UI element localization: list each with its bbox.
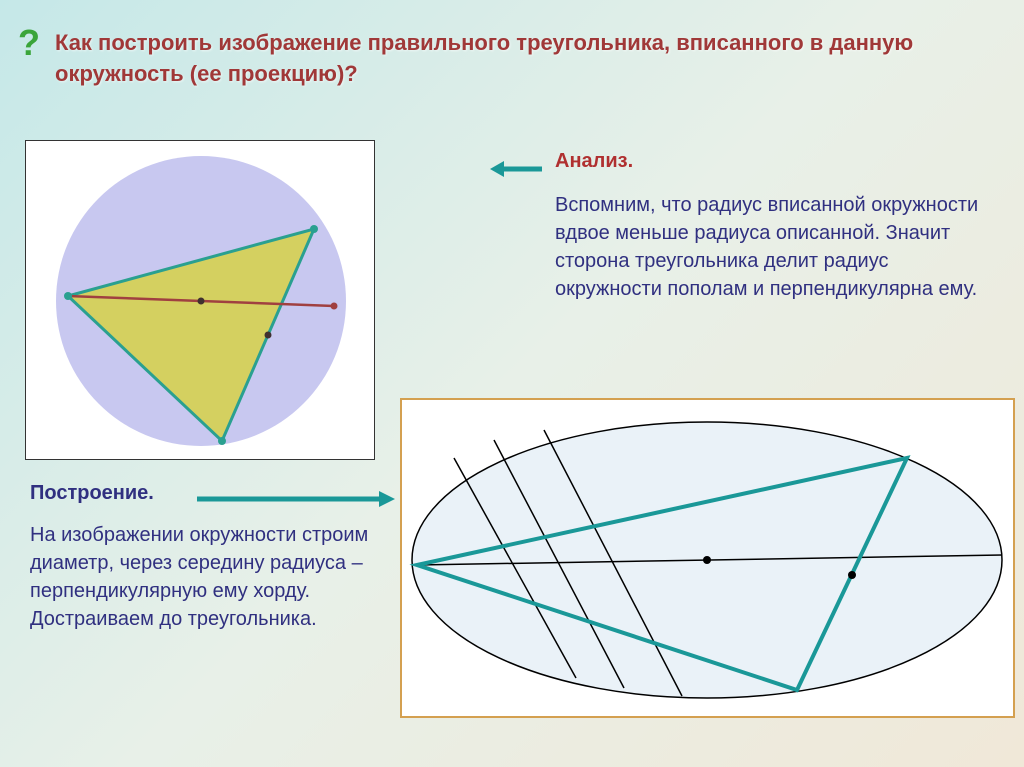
construction-body-text: На изображении окружности строим диаметр… (30, 521, 390, 633)
vertex-dot-c (218, 437, 226, 445)
ellipse-mid-dot (848, 571, 856, 579)
diameter-end-dot (331, 303, 338, 310)
vertex-dot-a (64, 292, 72, 300)
arrow-left-icon (490, 158, 545, 185)
title-text: Как построить изображение правильного тр… (55, 30, 913, 86)
construction-heading: Построение. (30, 482, 154, 505)
center-dot (198, 298, 205, 305)
circle-figure-panel (25, 140, 375, 460)
vertex-dot-b (310, 225, 318, 233)
question-mark-icon: ? (18, 22, 40, 64)
midpoint-dot (265, 332, 272, 339)
circle-diagram (36, 151, 366, 451)
analysis-body-text: Вспомним, что радиус вписанной окружност… (555, 191, 984, 303)
page-title: Как построить изображение правильного тр… (55, 28, 984, 90)
analysis-section: Анализ. Вспомним, что радиус вписанной о… (555, 150, 984, 303)
ellipse-center-dot (703, 556, 711, 564)
arrow-right-icon (195, 488, 395, 515)
ellipse-figure-panel (400, 398, 1015, 718)
analysis-heading: Анализ. (555, 150, 984, 173)
ellipse-diagram (402, 400, 1013, 716)
